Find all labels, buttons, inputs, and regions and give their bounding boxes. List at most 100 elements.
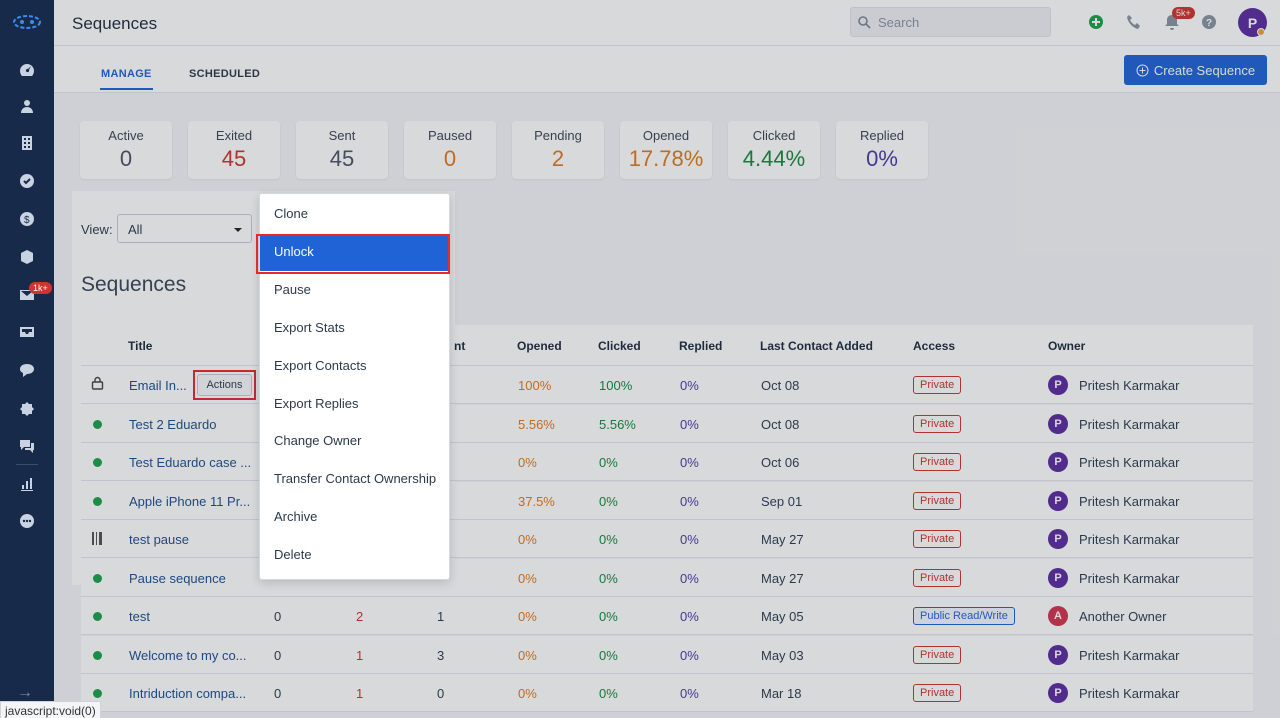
actions-highlight bbox=[193, 370, 256, 400]
last-contact-value: Oct 08 bbox=[761, 378, 800, 393]
contacts-icon[interactable] bbox=[17, 96, 37, 116]
svg-text:?: ? bbox=[1206, 18, 1212, 29]
create-sequence-button[interactable]: Create Sequence bbox=[1124, 55, 1267, 85]
more-icon[interactable] bbox=[17, 511, 37, 531]
owner-name: Pritesh Karmakar bbox=[1079, 493, 1180, 509]
table-row[interactable]: Apple iPhone 11 Pr... 37.5% 0% 0% Sep 01 Priv… bbox=[81, 481, 1253, 520]
table-row[interactable]: Welcome to my co... 0 1 3 0% 0% 0% May 03 Privat… bbox=[81, 635, 1253, 674]
menu-item-transfer-contact-ownership[interactable]: Transfer Contact Ownership bbox=[274, 471, 437, 487]
app-logo-icon[interactable] bbox=[12, 12, 42, 32]
table-header: Title nt Opened Clicked Replied Last Con… bbox=[81, 325, 1253, 366]
stat-value: 45 bbox=[329, 146, 355, 171]
cell-value: 1 bbox=[356, 647, 364, 663]
plus-circle-icon bbox=[1136, 64, 1149, 76]
stat-card-pending[interactable]: Pending 2 bbox=[512, 121, 604, 179]
stat-card-exited[interactable]: Exited 45 bbox=[188, 121, 280, 179]
stat-label: Exited bbox=[215, 128, 253, 143]
table-row[interactable]: test 0 2 1 0% 0% 0% May 05 Public Read/Write A Ano… bbox=[81, 597, 1253, 635]
owner-name: Pritesh Karmakar bbox=[1079, 570, 1180, 586]
sequence-title-link[interactable]: Pause sequence bbox=[129, 570, 226, 586]
sequence-title-link[interactable]: test bbox=[129, 609, 150, 624]
table-row[interactable]: Test 2 Eduardo 5.56% 5.56% 0% Oct 08 Private P… bbox=[81, 404, 1253, 443]
col-access[interactable]: Access bbox=[913, 339, 956, 353]
companies-icon[interactable] bbox=[17, 133, 37, 153]
sequence-title-link[interactable]: test pause bbox=[129, 532, 189, 547]
menu-item-export-contacts[interactable]: Export Contacts bbox=[274, 357, 367, 373]
status-active-icon bbox=[93, 573, 102, 583]
col-replied[interactable]: Replied bbox=[679, 339, 723, 353]
add-icon[interactable] bbox=[1088, 14, 1104, 30]
col-owner[interactable]: Owner bbox=[1048, 339, 1086, 353]
last-contact-value: Mar 18 bbox=[761, 686, 802, 701]
page-title: Sequences bbox=[72, 14, 158, 33]
stat-label: Opened bbox=[642, 128, 690, 143]
reports-icon[interactable] bbox=[17, 474, 37, 494]
stat-card-paused[interactable]: Paused 0 bbox=[404, 121, 496, 179]
stat-value: 45 bbox=[221, 146, 247, 171]
cell-value: 1 bbox=[356, 686, 364, 701]
products-icon[interactable] bbox=[17, 247, 37, 267]
sequence-title-link[interactable]: Test 2 Eduardo bbox=[129, 416, 217, 432]
stat-card-active[interactable]: Active 0 bbox=[80, 121, 172, 179]
view-select[interactable]: All bbox=[117, 214, 252, 243]
owner-name: Pritesh Karmakar bbox=[1079, 647, 1180, 663]
help-icon[interactable]: ? bbox=[1201, 14, 1217, 30]
search-input[interactable]: Search bbox=[850, 7, 1051, 37]
messages-icon[interactable] bbox=[17, 436, 37, 456]
col-last-contact[interactable]: Last Contact Added bbox=[760, 339, 873, 353]
stat-label: Replied bbox=[859, 128, 905, 143]
col-sent[interactable]: nt bbox=[454, 339, 466, 353]
menu-item-pause[interactable]: Pause bbox=[274, 281, 311, 297]
stat-card-opened[interactable]: Opened 17.78% bbox=[620, 121, 712, 179]
owner-name: Pritesh Karmakar bbox=[1079, 686, 1180, 701]
owner-name: Pritesh Karmakar bbox=[1079, 378, 1180, 393]
access-badge: Public Read/Write bbox=[913, 607, 1015, 625]
sequence-title-link[interactable]: Email In... bbox=[129, 378, 187, 393]
col-title[interactable]: Title bbox=[128, 339, 153, 353]
tasks-icon[interactable] bbox=[17, 171, 37, 191]
phone-icon[interactable] bbox=[1126, 14, 1142, 30]
menu-item-delete[interactable]: Delete bbox=[274, 547, 312, 563]
deals-icon[interactable]: $ bbox=[17, 209, 37, 229]
last-contact-value: May 27 bbox=[761, 532, 804, 547]
stat-card-replied[interactable]: Replied 0% bbox=[836, 121, 928, 179]
table-row[interactable]: Email In... 100% 100% 0% Oct 08 Private P Prite… bbox=[81, 366, 1253, 404]
sequence-title-link[interactable]: Intriduction compa... bbox=[129, 686, 247, 701]
menu-item-export-replies[interactable]: Export Replies bbox=[274, 395, 359, 411]
status-active-icon bbox=[93, 496, 102, 506]
actions-button[interactable]: Actions bbox=[197, 374, 252, 396]
owner-name: Another Owner bbox=[1079, 609, 1167, 624]
mail-icon[interactable] bbox=[17, 285, 37, 305]
stat-card-clicked[interactable]: Clicked 4.44% bbox=[728, 121, 820, 179]
replied-value: 0% bbox=[680, 378, 699, 393]
sequence-title-link[interactable]: Apple iPhone 11 Pr... bbox=[129, 493, 251, 509]
tab-scheduled[interactable]: SCHEDULED bbox=[189, 68, 261, 80]
sequence-title-link[interactable]: Test Eduardo case ... bbox=[129, 455, 252, 470]
table-row[interactable]: Test Eduardo case ... 0% 0% 0% Oct 06 Private… bbox=[81, 443, 1253, 481]
menu-item-change-owner[interactable]: Change Owner bbox=[274, 433, 362, 449]
last-contact-value: Oct 08 bbox=[761, 416, 800, 432]
actions-menu: Clone Unlock Pause Export Stats Export Conta… bbox=[259, 193, 450, 580]
tab-manage[interactable]: MANAGE bbox=[100, 68, 153, 90]
menu-item-export-stats[interactable]: Export Stats bbox=[274, 319, 345, 335]
inbox-icon[interactable] bbox=[17, 322, 37, 342]
access-badge: Private bbox=[913, 530, 962, 548]
sequence-title-link[interactable]: Welcome to my co... bbox=[129, 647, 247, 663]
status-bar: javascript:void(0) bbox=[0, 701, 101, 718]
notification-badge: 5k+ bbox=[1172, 7, 1195, 19]
menu-item-archive[interactable]: Archive bbox=[274, 509, 318, 525]
collapse-arrow-icon[interactable]: → bbox=[17, 684, 33, 701]
table-row[interactable]: test pause 0% 0% 0% May 27 Private P Pritesh Ka… bbox=[81, 520, 1253, 558]
stat-card-sent[interactable]: Sent 45 bbox=[296, 121, 388, 179]
col-opened[interactable]: Opened bbox=[517, 339, 562, 353]
automation-icon[interactable] bbox=[17, 399, 37, 419]
menu-item-unlock[interactable]: Unlock bbox=[260, 234, 449, 271]
table-row[interactable]: Pause sequence 0% 0% 0% May 27 Private P Prites… bbox=[81, 558, 1253, 597]
dashboard-icon[interactable] bbox=[17, 60, 37, 80]
owner-avatar: P bbox=[1048, 683, 1068, 703]
table-row[interactable]: Intriduction compa... 0 1 0 0% 0% 0% Mar 18 Priv… bbox=[81, 674, 1253, 712]
chat-icon[interactable] bbox=[17, 360, 37, 380]
col-clicked[interactable]: Clicked bbox=[598, 339, 641, 353]
view-select-value: All bbox=[128, 222, 143, 237]
menu-item-clone[interactable]: Clone bbox=[274, 206, 308, 221]
